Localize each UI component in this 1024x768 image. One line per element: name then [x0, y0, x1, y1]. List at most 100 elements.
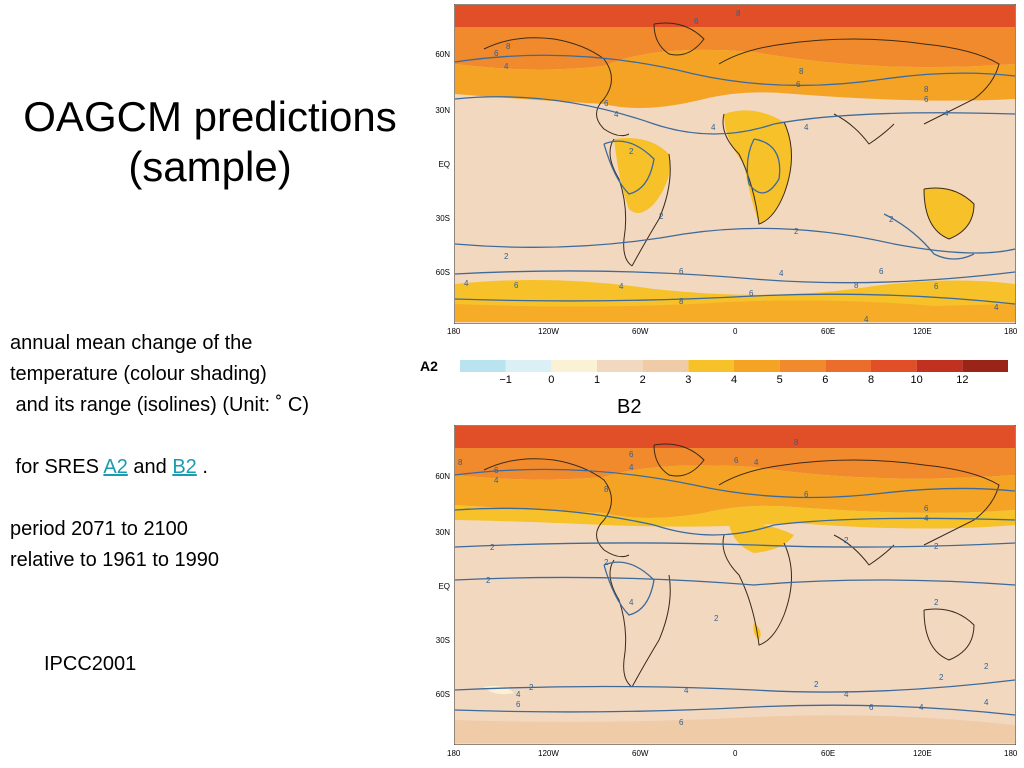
- svg-text:6: 6: [804, 490, 809, 499]
- svg-text:4: 4: [804, 123, 809, 132]
- svg-text:4: 4: [684, 686, 689, 695]
- a2-lat-eq: EQ: [438, 160, 450, 169]
- sres-and-text: and: [127, 456, 173, 478]
- b2-lat-30n: 30N: [435, 528, 450, 537]
- svg-text:8: 8: [794, 438, 799, 447]
- legend-swatch: [825, 360, 871, 372]
- a2-lat-30n: 30N: [435, 106, 450, 115]
- svg-text:6: 6: [734, 456, 739, 465]
- legend-tick-label: 6: [822, 374, 829, 386]
- svg-text:2: 2: [889, 215, 894, 224]
- svg-text:4: 4: [619, 282, 624, 291]
- legend-swatch: [779, 360, 826, 372]
- b2-lat-30s: 30S: [435, 636, 450, 645]
- svg-text:4: 4: [924, 514, 929, 523]
- svg-text:4: 4: [754, 458, 759, 467]
- legend-tick-label: 1: [593, 374, 601, 386]
- a2-lon-120w: 120W: [538, 327, 559, 336]
- svg-text:2: 2: [714, 614, 719, 623]
- svg-text:4: 4: [864, 315, 869, 324]
- svg-text:2: 2: [984, 662, 989, 671]
- svg-text:6: 6: [934, 282, 939, 291]
- svg-text:2: 2: [504, 252, 509, 261]
- svg-text:2: 2: [934, 542, 939, 551]
- svg-text:8: 8: [604, 485, 609, 494]
- svg-text:6: 6: [516, 700, 521, 709]
- b2-lon-120w: 120W: [538, 749, 559, 758]
- svg-text:6: 6: [749, 289, 754, 298]
- a2-lon-180e: 180: [1004, 327, 1018, 336]
- sres-end-text: .: [196, 456, 208, 478]
- legend-swatch: [871, 360, 917, 372]
- legend-color-bar: [460, 360, 1008, 372]
- svg-text:2: 2: [629, 147, 634, 156]
- legend-a2-label: A2: [420, 358, 438, 374]
- legend-tick-label: 12: [956, 374, 969, 386]
- svg-text:8: 8: [679, 297, 684, 306]
- svg-text:6: 6: [604, 99, 609, 108]
- b2-lon-60w: 60W: [632, 749, 649, 758]
- svg-text:4: 4: [504, 62, 509, 71]
- svg-text:6: 6: [494, 49, 499, 58]
- svg-text:4: 4: [919, 703, 924, 712]
- b2-lon-180w: 180: [447, 749, 461, 758]
- svg-text:6: 6: [514, 281, 519, 290]
- legend-swatch: [642, 360, 689, 372]
- b2-map-svg: 864 648 86 4 664 222 422 222 246 424 624 …: [454, 425, 1016, 745]
- svg-text:4: 4: [629, 598, 634, 607]
- b2-lon-0: 0: [733, 749, 738, 758]
- desc-line-2: temperature (colour shading): [10, 363, 267, 385]
- svg-text:4: 4: [711, 123, 716, 132]
- sres-line: for SRES A2 and B2 .: [10, 452, 420, 483]
- desc-line-1: annual mean change of the: [10, 332, 253, 354]
- svg-text:6: 6: [924, 504, 929, 513]
- svg-text:4: 4: [494, 476, 499, 485]
- b2-link[interactable]: B2: [172, 456, 197, 478]
- svg-text:4: 4: [464, 279, 469, 288]
- a2-lat-30s: 30S: [435, 214, 450, 223]
- svg-text:8: 8: [799, 67, 804, 76]
- svg-text:8: 8: [506, 42, 511, 51]
- svg-text:4: 4: [994, 303, 999, 312]
- legend-swatch: [597, 360, 643, 372]
- svg-text:4: 4: [844, 690, 849, 699]
- legend-tick-label: 8: [867, 374, 875, 386]
- credit-text: IPCC2001: [44, 653, 137, 675]
- svg-text:6: 6: [694, 17, 699, 26]
- svg-text:4: 4: [779, 269, 784, 278]
- a2-lon-60w: 60W: [632, 327, 649, 336]
- svg-text:6: 6: [679, 267, 684, 276]
- title-line-2: (sample): [128, 143, 292, 190]
- svg-text:8: 8: [854, 281, 859, 290]
- b2-map-label: B2: [617, 396, 642, 418]
- svg-text:6: 6: [629, 450, 634, 459]
- b2-lon-60e: 60E: [821, 749, 836, 758]
- a2-lon-60e: 60E: [821, 327, 836, 336]
- legend-swatch: [551, 360, 597, 372]
- svg-text:2: 2: [934, 598, 939, 607]
- legend-tick-label: −1: [499, 374, 512, 386]
- svg-text:8: 8: [458, 458, 463, 467]
- legend-swatch: [734, 360, 780, 372]
- desc-line-3: and its range (isolines) (Unit: ˚ C): [10, 394, 309, 416]
- a2-lon-180w: 180: [447, 327, 461, 336]
- legend-tick-label: 4: [730, 374, 738, 386]
- legend-swatch: [460, 360, 506, 372]
- a2-lon-120e: 120E: [913, 327, 932, 336]
- svg-text:8: 8: [924, 85, 929, 94]
- svg-text:4: 4: [984, 698, 989, 707]
- a2-lon-0: 0: [733, 327, 738, 336]
- a2-lat-60n: 60N: [435, 50, 450, 59]
- b2-lat-eq: EQ: [438, 582, 450, 591]
- svg-text:6: 6: [796, 80, 801, 89]
- a2-lat-60s: 60S: [435, 268, 450, 277]
- a2-link[interactable]: A2: [103, 456, 128, 478]
- svg-text:6: 6: [879, 267, 884, 276]
- svg-text:4: 4: [629, 463, 634, 472]
- title-line-1: OAGCM predictions: [23, 93, 397, 140]
- sres-for-text: for SRES: [10, 456, 104, 478]
- svg-text:2: 2: [659, 212, 664, 221]
